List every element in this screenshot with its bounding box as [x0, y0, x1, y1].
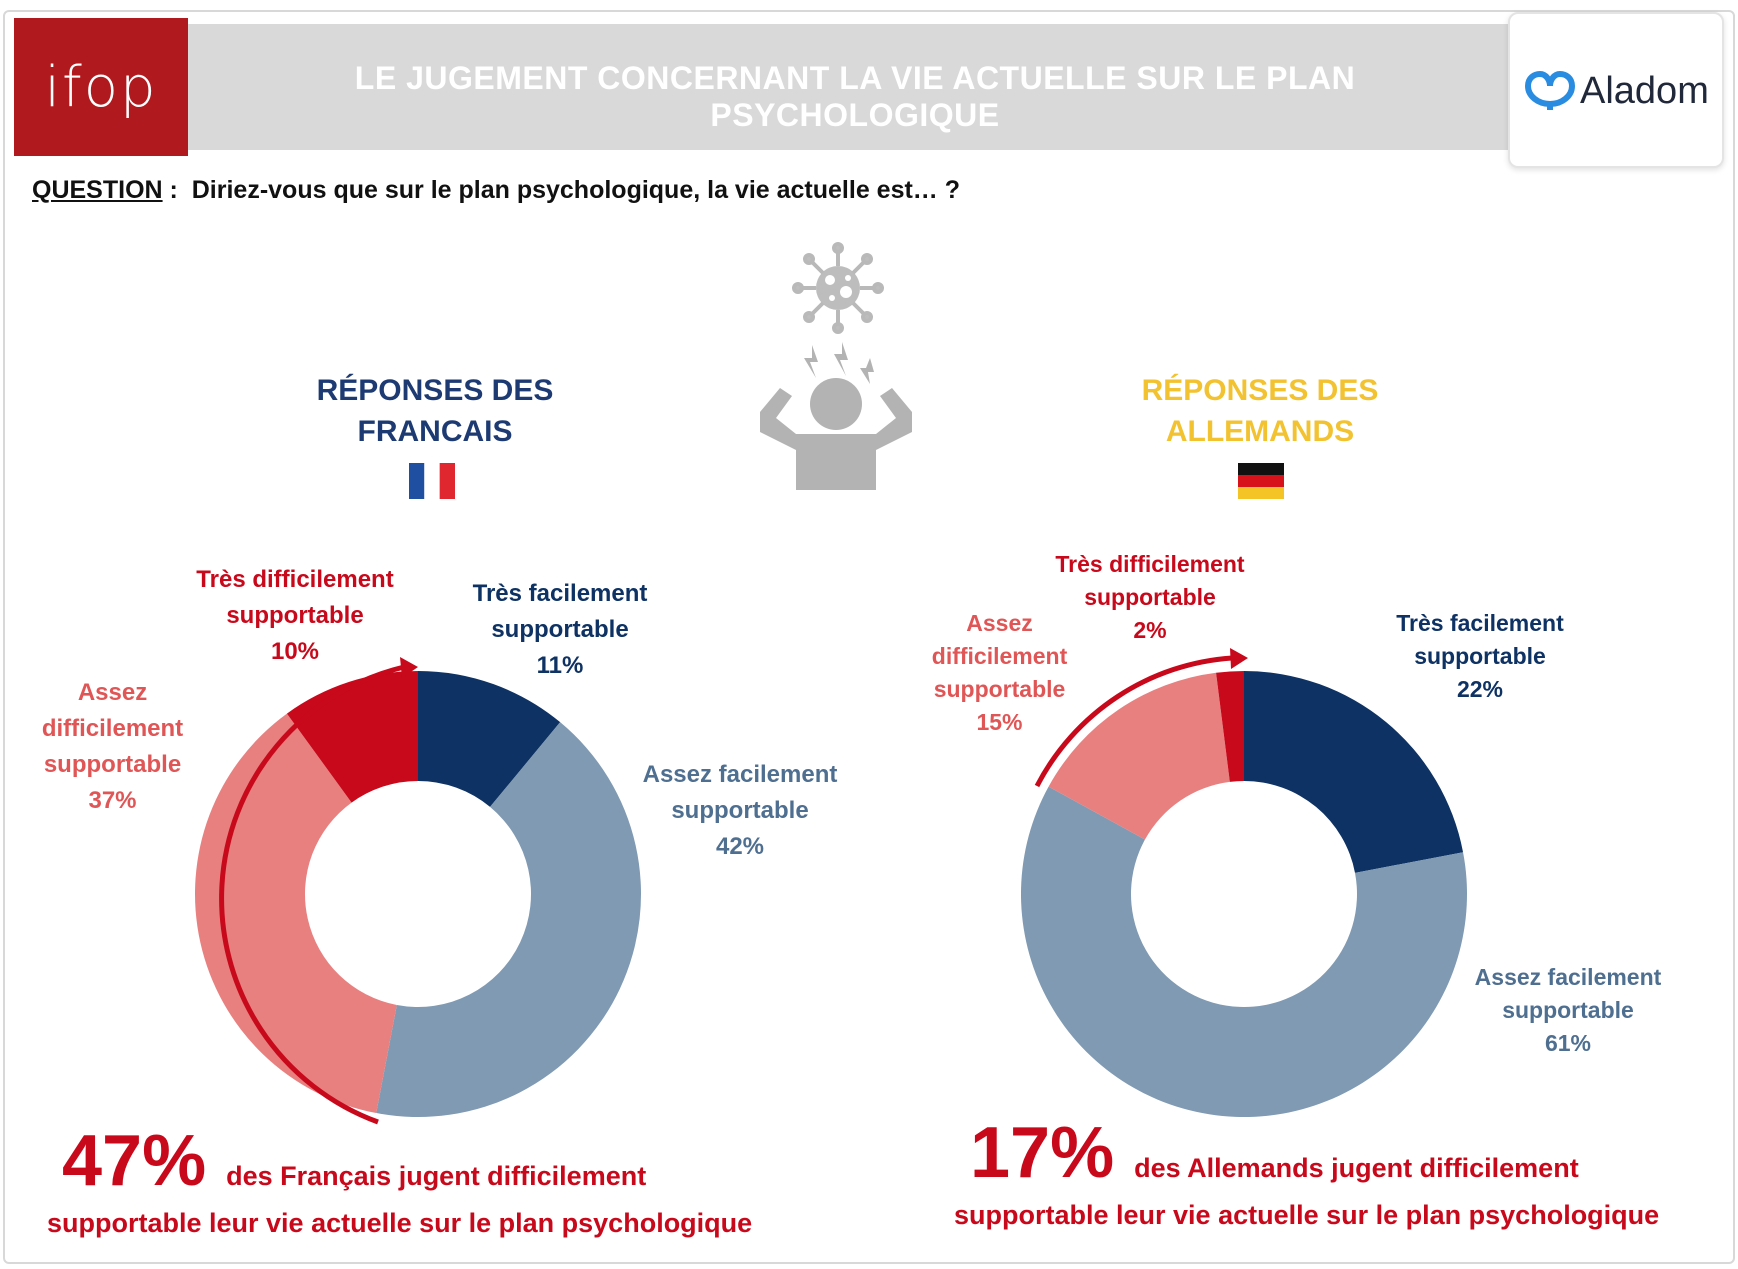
virus-icon: [792, 242, 884, 334]
de-summary-pct: 17%: [970, 1113, 1115, 1193]
germany-arc-arrowhead: [1230, 648, 1248, 669]
fr-label-vhard-pct: 10%: [270, 638, 320, 665]
france-flag-icon: [409, 463, 455, 499]
de-label-vhard-pct: 2%: [1133, 617, 1167, 643]
fr-label-vhard-line1: Très difficilement: [196, 566, 394, 593]
stressed-person-icon: [760, 342, 912, 490]
de-label-tres-facilement: Très facilement supportable 22%: [1370, 607, 1590, 706]
ifop-logo-text: ifop: [44, 54, 158, 120]
de-label-easy-line2: supportable: [1502, 997, 1634, 1023]
fr-label-veasy-line1: Très facilement: [472, 580, 648, 607]
de-label-easy-line1: Assez facilement: [1474, 964, 1662, 990]
de-slice-assez-facilement-supportable: [1021, 786, 1467, 1118]
ifop-logo: ifop: [14, 18, 188, 156]
slide-frame: [3, 10, 1735, 1264]
question-label: QUESTION: [32, 176, 163, 204]
fr-label-easy-line2: supportable: [671, 797, 809, 824]
fr-summary: 47% des Français jugent difficilement: [62, 1120, 646, 1202]
fr-label-veasy-line2: supportable: [491, 616, 629, 643]
fr-label-assez-difficilement: Assez difficilement supportable 37%: [20, 675, 205, 819]
de-summary: 17% des Allemands jugent difficilement: [970, 1112, 1579, 1194]
question-separator: :: [162, 176, 192, 204]
aladom-logo-icon: [1524, 70, 1576, 110]
germany-title: RÉPONSES DES ALLEMANDS: [1135, 370, 1385, 452]
de-label-vhard-line1: Très difficilement: [1055, 551, 1245, 577]
fr-summary-line1: des Français jugent difficilement: [226, 1161, 647, 1191]
fr-label-vhard-line2: supportable: [226, 602, 364, 629]
de-slice-assez-difficilement-supportable: [1048, 672, 1230, 840]
france-donut-chart: [194, 671, 642, 1117]
de-slice-tres-facilement-supportable: [1244, 671, 1464, 873]
de-label-vhard-line2: supportable: [1084, 584, 1216, 610]
fr-slice-tres-facilement-supportable: [418, 671, 561, 807]
germany-flag-icon: [1238, 463, 1284, 499]
fr-label-easy-pct: 42%: [715, 833, 765, 860]
fr-label-easy-line1: Assez facilement: [642, 761, 838, 788]
germany-title-line1: RÉPONSES DES: [1141, 374, 1379, 407]
fr-label-hard-pct: 37%: [88, 787, 137, 814]
de-label-easy-pct: 61%: [1544, 1030, 1592, 1056]
france-title: RÉPONSES DES FRANCAIS: [310, 370, 560, 452]
fr-label-hard-line1: Assez: [77, 679, 148, 706]
fr-label-tres-facilement: Très facilement supportable 11%: [440, 576, 680, 684]
de-label-assez-facilement: Assez facilement supportable 61%: [1458, 961, 1678, 1060]
de-label-hard-line3: supportable: [933, 676, 1066, 702]
de-label-hard-pct: 15%: [976, 709, 1023, 735]
de-label-tres-difficilement: Très difficilement supportable 2%: [1030, 548, 1270, 647]
page-title: LE JUGEMENT CONCERNANT LA VIE ACTUELLE S…: [354, 60, 1356, 133]
france-difficult-arc: [219, 664, 405, 1125]
fr-slice-assez-difficilement-supportable: [194, 713, 397, 1114]
france-title-line2: FRANCAIS: [357, 415, 513, 448]
fr-label-veasy-pct: 11%: [536, 652, 584, 679]
fr-label-tres-difficilement: Très difficilement supportable 10%: [160, 562, 430, 670]
aladom-logo: Aladom: [1508, 12, 1724, 168]
fr-summary-pct: 47%: [62, 1121, 207, 1201]
header-bar: [14, 24, 1514, 150]
de-slice-tres-difficilement-supportable: [1216, 671, 1244, 782]
aladom-logo-text: Aladom: [1580, 70, 1709, 112]
de-label-veasy-line2: supportable: [1414, 643, 1546, 669]
question-line: QUESTION : Diriez-vous que sur le plan p…: [32, 176, 960, 205]
question-text: Diriez-vous que sur le plan psychologiqu…: [191, 176, 961, 204]
fr-summary-line2: supportable leur vie actuelle sur le pla…: [47, 1208, 753, 1238]
de-label-assez-difficilement: Assez difficilement supportable 15%: [912, 607, 1087, 739]
de-summary-line1: des Allemands jugent difficilement: [1134, 1153, 1579, 1183]
fr-slice-assez-facilement-supportable: [376, 722, 642, 1117]
de-label-hard-line2: difficilement: [931, 643, 1068, 669]
germany-difficult-arc: [1034, 655, 1233, 788]
de-label-veasy-pct: 22%: [1456, 676, 1504, 702]
de-summary-line2: supportable leur vie actuelle sur le pla…: [954, 1200, 1660, 1230]
france-arc-arrowhead: [400, 657, 418, 678]
france-title-line1: RÉPONSES DES: [316, 374, 554, 407]
fr-label-hard-line2: difficilement: [41, 715, 184, 742]
fr-label-assez-facilement: Assez facilement supportable 42%: [620, 757, 860, 865]
de-label-hard-line1: Assez: [966, 610, 1033, 636]
germany-donut-chart: [1021, 671, 1467, 1118]
fr-label-hard-line3: supportable: [43, 751, 182, 778]
germany-title-line2: ALLEMANDS: [1165, 415, 1355, 448]
de-label-veasy-line1: Très facilement: [1396, 610, 1564, 636]
